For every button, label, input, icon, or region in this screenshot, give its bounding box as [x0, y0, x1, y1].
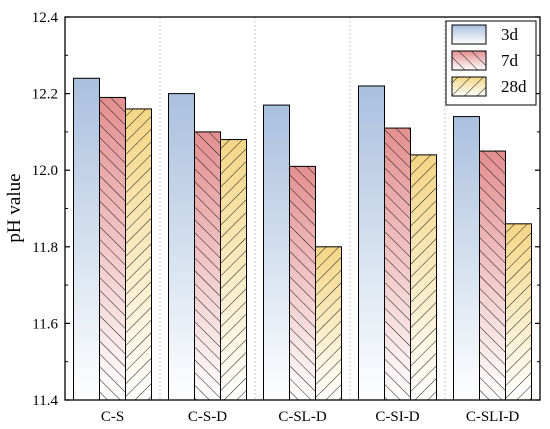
legend: 3d 7d 28d	[445, 20, 537, 106]
bar-3d-c-s-d	[168, 93, 195, 400]
y-tick-label: 12.4	[32, 10, 59, 26]
legend-swatch-hatch-7d	[452, 51, 486, 70]
bar-hatch-28d-c-s	[125, 108, 152, 401]
x-tick-label: C-SI-D	[375, 409, 419, 425]
bar-3d-c-sli-d	[453, 116, 480, 400]
bar-hatch-7d-c-s-d	[194, 131, 221, 400]
legend-swatch-outline-28d	[451, 76, 487, 97]
legend-swatch-hatch-28d	[452, 77, 486, 96]
y-axis-title: pH value	[4, 173, 25, 242]
bar-3d-c-sl-d	[263, 105, 290, 400]
y-tick-label: 12.0	[32, 163, 58, 179]
bar-hatch-28d-c-sl-d	[315, 246, 342, 400]
legend-label-7d: 7d	[501, 51, 519, 70]
x-tick-label: C-SLI-D	[466, 409, 519, 425]
bar-hatch-28d-c-si-d	[410, 154, 437, 400]
y-tick-label: 11.4	[32, 393, 58, 409]
bar-3d-c-s	[73, 78, 100, 400]
bar-3d-c-si-d	[358, 85, 385, 400]
legend-label-28d: 28d	[501, 77, 527, 96]
x-tick-label: C-S-D	[188, 409, 227, 425]
bar-hatch-7d-c-s	[99, 97, 126, 401]
bar-hatch-7d-c-si-d	[384, 128, 411, 400]
legend-label-3d: 3d	[501, 25, 519, 44]
bar-hatch-28d-c-s-d	[220, 139, 247, 400]
x-tick-label: C-SL-D	[278, 409, 327, 425]
bars-group	[73, 77, 532, 401]
legend-swatch-outline-7d	[451, 50, 487, 71]
y-axis-tick-labels: 11.4 11.6 11.8 12.0 12.2 12.4	[32, 10, 59, 409]
y-tick-label: 11.8	[32, 240, 58, 256]
x-tick-label: C-S	[101, 409, 124, 425]
bar-hatch-7d-c-sli-d	[479, 151, 506, 400]
x-axis-tick-labels: C-S C-S-D C-SL-D C-SI-D C-SLI-D	[101, 409, 520, 425]
y-tick-label: 12.2	[32, 87, 58, 103]
legend-swatch-3d	[452, 25, 486, 44]
legend-swatch-outline-3d	[451, 24, 487, 45]
bar-hatch-7d-c-sl-d	[289, 166, 316, 400]
y-tick-label: 11.6	[32, 316, 58, 332]
bar-hatch-28d-c-sli-d	[505, 223, 532, 400]
